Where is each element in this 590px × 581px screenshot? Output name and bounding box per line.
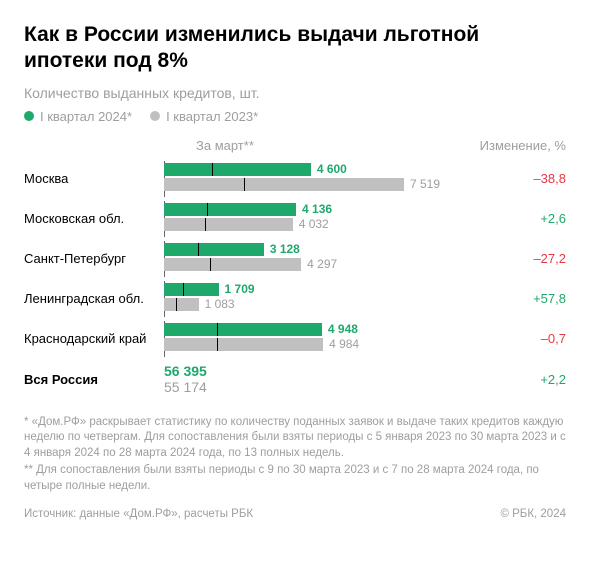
- bar-fill-2023: [164, 298, 199, 311]
- row-bars: 4 948 4 984: [164, 323, 466, 355]
- legend-item-2024: I квартал 2024*: [24, 109, 132, 124]
- bar-value-2024: 4 600: [311, 163, 347, 176]
- footnotes: * «Дом.РФ» раскрывает статистику по коли…: [24, 415, 566, 495]
- chart-rows: Москва4 6007 519–38,8Московская обл.4 13…: [24, 159, 566, 359]
- bar-fill-2024: [164, 323, 322, 336]
- bar-2023: 4 984: [164, 338, 466, 351]
- bar-2023: 7 519: [164, 178, 466, 191]
- row-change: +2,6: [466, 211, 566, 226]
- march-marker-2024: [183, 283, 184, 296]
- row-bars: 1 709 1 083: [164, 283, 466, 315]
- row-change: –0,7: [466, 331, 566, 346]
- march-marker-2023: [205, 218, 206, 231]
- march-marker-2024: [198, 243, 199, 256]
- bar-fill-2024: [164, 243, 264, 256]
- bar-fill-2023: [164, 218, 293, 231]
- row-bars: 4 600 7 519: [164, 163, 466, 195]
- bar-fill-2024: [164, 283, 219, 296]
- chart-row: Москва 4 600 7 519 –38,8: [24, 159, 566, 199]
- bar-value-2023: 4 032: [293, 218, 329, 231]
- footnote-1: * «Дом.РФ» раскрывает статистику по коли…: [24, 415, 566, 462]
- total-change: +2,2: [466, 372, 566, 387]
- row-change: –38,8: [466, 171, 566, 186]
- legend-label-2024: I квартал 2024*: [40, 109, 132, 124]
- march-marker-2023: [217, 338, 218, 351]
- bar-fill-2023: [164, 258, 301, 271]
- bar-fill-2023: [164, 338, 323, 351]
- bar-value-2023: 1 083: [199, 298, 235, 311]
- bar-2024: 3 128: [164, 243, 466, 256]
- march-marker-2023: [210, 258, 211, 271]
- source-text: Источник: данные «Дом.РФ», расчеты РБК: [24, 508, 253, 520]
- bar-fill-2024: [164, 163, 311, 176]
- chart-subtitle: Количество выданных кредитов, шт.: [24, 85, 566, 101]
- row-bars: 3 1284 297: [164, 243, 466, 275]
- bar-2023: 1 083: [164, 298, 466, 311]
- bar-2023: 4 032: [164, 218, 466, 231]
- bar-value-2024: 3 128: [264, 243, 300, 256]
- total-label: Вся Россия: [24, 372, 164, 388]
- total-values: 56 395 55 174: [164, 363, 466, 397]
- source-row: Источник: данные «Дом.РФ», расчеты РБК ©…: [24, 508, 566, 520]
- legend-dot-2024: [24, 111, 34, 121]
- march-header: За март**: [164, 138, 466, 153]
- total-row: Вся Россия 56 395 55 174 +2,2: [24, 359, 566, 401]
- total-2024: 56 395: [164, 363, 466, 379]
- row-bars: 4 136 4 032: [164, 203, 466, 235]
- footnote-2: ** Для сопоставления были взяты периоды …: [24, 463, 566, 494]
- chart-row: Краснодарский край 4 948 4 984 –0,7: [24, 319, 566, 359]
- row-label: Московская обл.: [24, 211, 164, 227]
- column-headers: За март** Изменение, %: [24, 138, 566, 153]
- bar-value-2024: 4 948: [322, 323, 358, 336]
- bar-2024: 4 948: [164, 323, 466, 336]
- total-2023: 55 174: [164, 379, 466, 395]
- legend-item-2023: I квартал 2023*: [150, 109, 258, 124]
- march-marker-2024: [207, 203, 208, 216]
- bar-value-2023: 7 519: [404, 178, 440, 191]
- bar-value-2023: 4 297: [301, 258, 337, 271]
- march-marker-2023: [244, 178, 245, 191]
- march-marker-2023: [176, 298, 177, 311]
- legend-dot-2023: [150, 111, 160, 121]
- copyright-text: © РБК, 2024: [500, 508, 566, 520]
- chart-row: Ленинградская обл. 1 709 1 083 +57,8: [24, 279, 566, 319]
- legend: I квартал 2024* I квартал 2023*: [24, 109, 566, 124]
- march-marker-2024: [217, 323, 218, 336]
- chart-row: Санкт-Петербург3 1284 297–27,2: [24, 239, 566, 279]
- bar-fill-2024: [164, 203, 296, 216]
- chart-title: Как в России изменились выдачи льготной …: [24, 22, 566, 75]
- row-change: +57,8: [466, 291, 566, 306]
- row-label: Краснодарский край: [24, 331, 164, 347]
- bar-2024: 4 600: [164, 163, 466, 176]
- bar-value-2024: 4 136: [296, 203, 332, 216]
- bar-value-2024: 1 709: [219, 283, 255, 296]
- bar-value-2023: 4 984: [323, 338, 359, 351]
- row-label: Санкт-Петербург: [24, 251, 164, 267]
- legend-label-2023: I квартал 2023*: [166, 109, 258, 124]
- bar-2024: 4 136: [164, 203, 466, 216]
- chart-row: Московская обл. 4 136 4 032 +2,6: [24, 199, 566, 239]
- row-label: Ленинградская обл.: [24, 291, 164, 307]
- bar-fill-2023: [164, 178, 404, 191]
- march-marker-2024: [212, 163, 213, 176]
- row-label: Москва: [24, 171, 164, 187]
- row-change: –27,2: [466, 251, 566, 266]
- bar-2023: 4 297: [164, 258, 466, 271]
- bar-2024: 1 709: [164, 283, 466, 296]
- change-header: Изменение, %: [466, 138, 566, 153]
